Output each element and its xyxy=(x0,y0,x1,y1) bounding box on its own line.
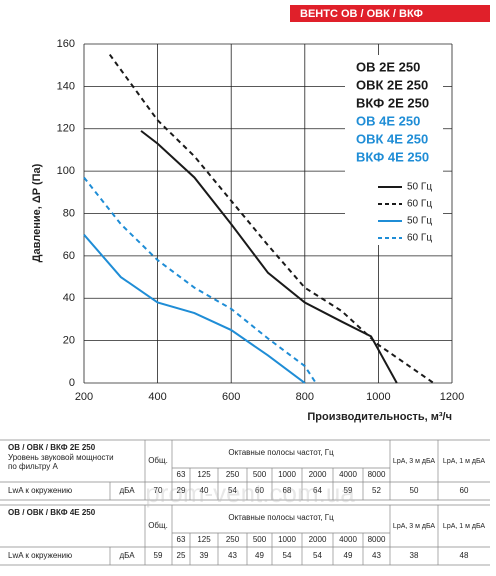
table-cell: 250 xyxy=(226,470,240,479)
table-cell: LwA к окружению xyxy=(8,551,72,560)
legend-label: 60 Гц xyxy=(407,199,432,210)
table-cell: 40 xyxy=(200,486,209,495)
table-cell: 1000 xyxy=(278,470,296,479)
y-tick-label: 20 xyxy=(63,335,75,347)
table-cell: 8000 xyxy=(368,470,386,479)
model-label: ВКФ 2Е 250 xyxy=(356,95,429,110)
table-cell: дБА xyxy=(119,551,135,560)
table-cell: 43 xyxy=(228,551,237,560)
y-tick-label: 60 xyxy=(63,250,75,262)
table-cell: 39 xyxy=(200,551,209,560)
series-line xyxy=(140,130,398,384)
x-tick-label: 1000 xyxy=(366,391,390,403)
table-cell: 70 xyxy=(154,486,163,495)
legend-label: 50 Гц xyxy=(407,216,432,227)
x-tick-label: 200 xyxy=(75,391,93,403)
table-cell: 63 xyxy=(177,470,186,479)
model-label: ОВК 2Е 250 xyxy=(356,77,428,92)
table-cell: Общ. xyxy=(148,456,168,465)
table-cell: по фильтру А xyxy=(8,462,59,471)
table-cell: 1000 xyxy=(278,535,296,544)
table-cell: 38 xyxy=(410,551,419,560)
x-axis-label: Производительность, м³/ч xyxy=(307,411,452,423)
table-cell: 54 xyxy=(228,486,237,495)
y-tick-label: 100 xyxy=(57,165,75,177)
header-title: ВЕНТС ОВ / ОВК / ВКФ xyxy=(300,8,423,20)
table-cell: LpA, 3 м дБА xyxy=(393,523,435,530)
table-cell: LpA, 1 м дБА xyxy=(443,458,485,465)
table-cell: 500 xyxy=(253,535,267,544)
table-cell: 64 xyxy=(313,486,322,495)
header-box xyxy=(290,5,490,22)
table-cell: LpA, 3 м дБА xyxy=(393,458,435,465)
table-cell: 29 xyxy=(177,486,186,495)
table-cell: 54 xyxy=(283,551,292,560)
table-cell: 54 xyxy=(313,551,322,560)
table-cell: 125 xyxy=(197,535,211,544)
table-cell: 50 xyxy=(410,486,419,495)
table-cell: 2000 xyxy=(309,535,327,544)
table-cell: 52 xyxy=(372,486,381,495)
table-cell: 48 xyxy=(460,551,469,560)
model-label: ВКФ 4Е 250 xyxy=(356,149,429,164)
table-cell: 68 xyxy=(283,486,292,495)
y-axis-label: Давление, ΔP (Па) xyxy=(31,163,43,262)
table-cell: 59 xyxy=(154,551,163,560)
y-tick-label: 140 xyxy=(57,80,75,92)
table-cell: 250 xyxy=(226,535,240,544)
x-tick-label: 600 xyxy=(222,391,240,403)
table-cell: 8000 xyxy=(368,535,386,544)
table-cell: 2000 xyxy=(309,470,327,479)
model-label: ОВ 4Е 250 xyxy=(356,113,420,128)
x-tick-label: 400 xyxy=(148,391,166,403)
table-cell: 60 xyxy=(255,486,264,495)
y-tick-label: 80 xyxy=(63,207,75,219)
table-cell: LwA к окружению xyxy=(8,486,72,495)
table-cell: Октавные полосы частот, Гц xyxy=(228,448,334,457)
table-cell: 125 xyxy=(197,470,211,479)
table-cell: 49 xyxy=(344,551,353,560)
table-cell: 500 xyxy=(253,470,267,479)
plot: 0 20 40 60 80 100 120 140 160 200 400 600 800 1000 120… xyxy=(57,38,465,403)
table-cell: 25 xyxy=(177,551,186,560)
x-tick-label: 1200 xyxy=(440,391,464,403)
table-cell: LpA, 1 м дБА xyxy=(443,523,485,530)
y-tick-label: 0 xyxy=(69,377,75,389)
y-tick-label: 40 xyxy=(63,292,75,304)
legend-bg xyxy=(345,55,443,245)
table-cell: 60 xyxy=(460,486,469,495)
model-label: ОВК 4Е 250 xyxy=(356,131,428,146)
watermark: prom-vent.com.ua xyxy=(145,478,355,508)
legend-label: 50 Гц xyxy=(407,182,432,193)
x-tick-label: 800 xyxy=(296,391,314,403)
table-cell: дБА xyxy=(119,486,135,495)
table-cell: 59 xyxy=(344,486,353,495)
table-cell: Октавные полосы частот, Гц xyxy=(228,513,334,522)
table-cell: 63 xyxy=(177,535,186,544)
series-line xyxy=(108,54,435,384)
y-tick-label: 120 xyxy=(57,123,75,135)
table-cell: ОВ / ОВК / ВКФ 4Е 250 xyxy=(8,508,96,517)
table-cell: 43 xyxy=(372,551,381,560)
table-cell: 4000 xyxy=(339,535,357,544)
table-cell: 4000 xyxy=(339,470,357,479)
y-tick-label: 160 xyxy=(57,38,75,50)
table-cell: ОВ / ОВК / ВКФ 2Е 250 xyxy=(8,443,96,452)
table-cell: Общ. xyxy=(148,521,168,530)
series-line xyxy=(83,234,306,384)
model-label: ОВ 2Е 250 xyxy=(356,59,420,74)
legend-label: 60 Гц xyxy=(407,233,432,244)
series-line xyxy=(83,176,317,384)
table-cell: Уровень звуковой мощности xyxy=(8,453,114,462)
table-cell: 49 xyxy=(255,551,264,560)
